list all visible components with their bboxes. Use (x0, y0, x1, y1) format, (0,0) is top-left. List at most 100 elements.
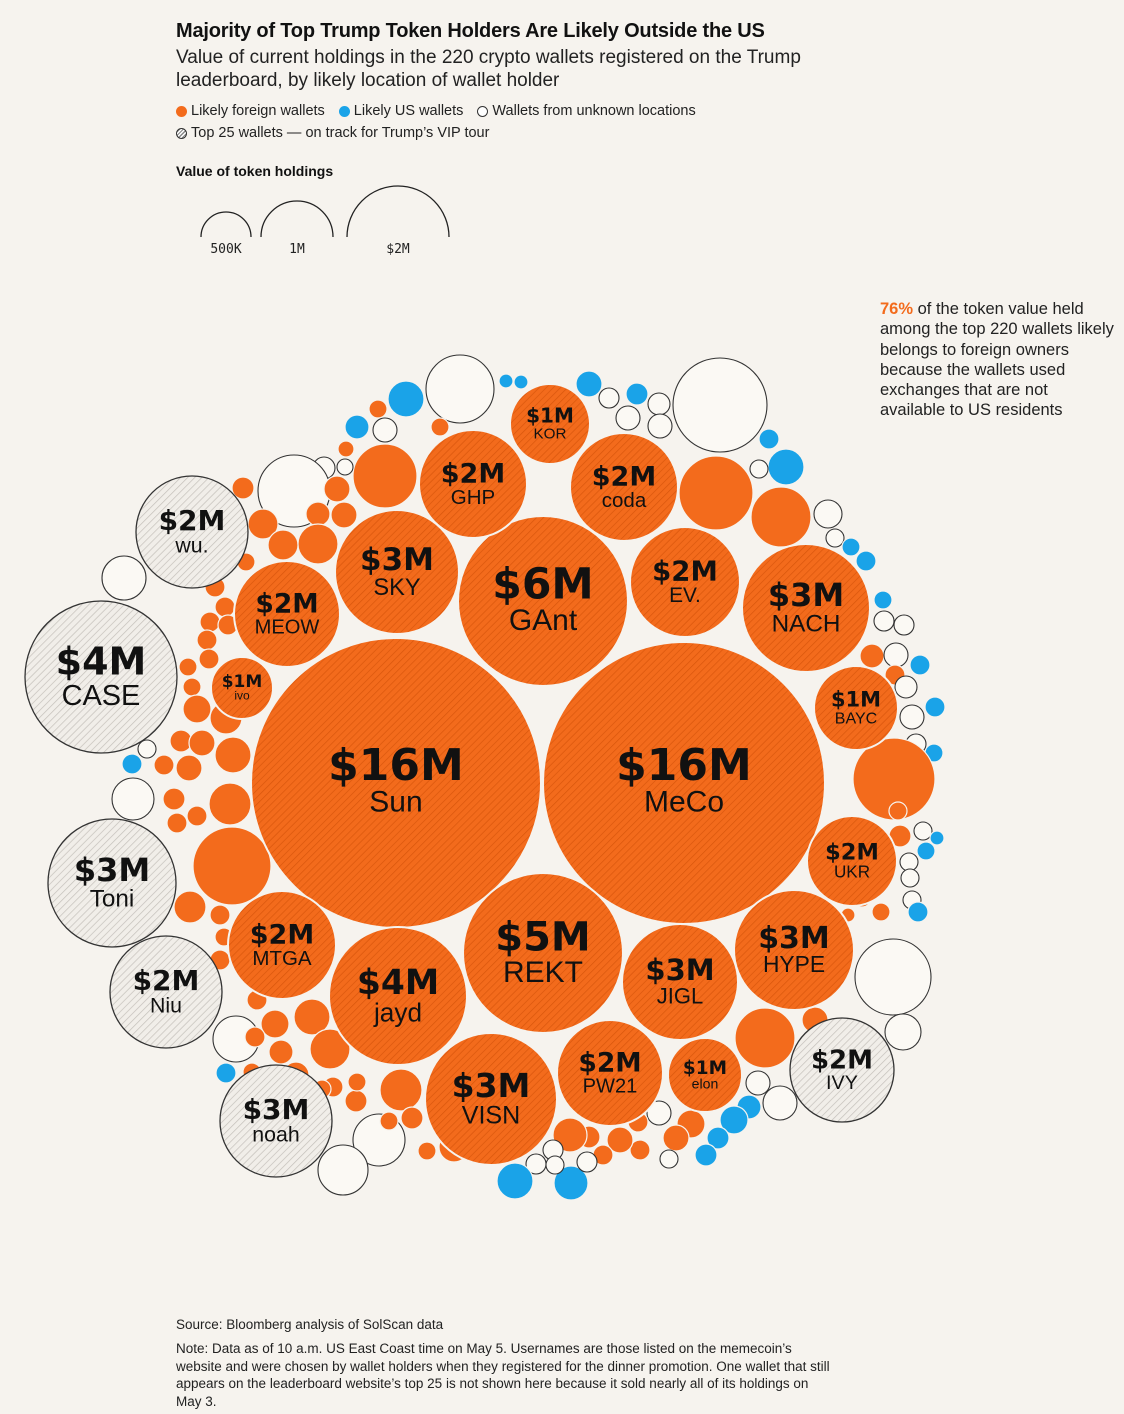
us-wallet-bubble (215, 1062, 237, 1084)
foreign-wallet-bubble (379, 1111, 399, 1131)
foreign-wallet-bubble (344, 1089, 368, 1113)
wallet-value-label: $3M (645, 953, 714, 987)
wallet-name-label: VISN (462, 1101, 521, 1129)
unknown-wallet-bubble (745, 1070, 771, 1096)
wallet-bubble-pw21 (556, 1019, 664, 1127)
wallet-value-label: $2M (159, 504, 226, 537)
wallet-value-label: $1M (222, 672, 263, 692)
us-wallet-bubble (498, 373, 514, 389)
wallet-bubble-wu (135, 475, 249, 589)
wallet-value-label: $2M (255, 588, 318, 619)
unknown-wallet-bubble (101, 555, 147, 601)
wallet-value-label: $4M (56, 640, 147, 684)
wallet-value-label: $3M (360, 542, 434, 578)
wallet-bubble-ev (629, 526, 741, 638)
size-legend-label: $2M (386, 242, 410, 257)
wallet-name-label: Niu (150, 994, 182, 1018)
legend-unknown-label: Wallets from unknown locations (492, 103, 696, 119)
us-wallet-bubble (553, 1165, 589, 1201)
wallet-value-label: $3M (768, 576, 844, 614)
foreign-wallet-bubble (208, 782, 252, 826)
foreign-wallet-bubble (323, 475, 351, 503)
us-wallet-bubble (873, 590, 893, 610)
unknown-wallet-bubble (913, 821, 933, 841)
wallet-value-label: $3M (74, 851, 150, 889)
foreign-wallet-bubble (209, 904, 231, 926)
size-legend-arc (346, 185, 450, 238)
foreign-wallet-bubble (297, 523, 339, 565)
wallet-bubble-ivy (789, 1017, 895, 1123)
size-legend: 500K 1M $2M (200, 185, 450, 257)
unknown-wallet-bubble (884, 1013, 922, 1051)
foreign-wallet-bubble (260, 1009, 290, 1039)
wallet-name-label: coda (602, 489, 647, 512)
foreign-wallet-bubble (888, 801, 908, 821)
us-wallet-bubble (344, 414, 370, 440)
us-wallet-bubble (855, 550, 877, 572)
foreign-wallet-bubble (662, 1124, 690, 1152)
foreign-wallet-bubble (153, 754, 175, 776)
wallet-value-label: $2M (133, 964, 200, 997)
size-legend-title: Value of token holdings (176, 163, 334, 179)
us-wallet-bubble (929, 830, 945, 846)
wallet-value-label: $2M (811, 1045, 873, 1075)
wallet-bubble-ivo (210, 656, 274, 720)
foreign-wallet-bubble (182, 677, 202, 697)
foreign-wallet-bubble (430, 417, 450, 437)
wallet-name-label: BAYC (835, 710, 877, 727)
foreign-wallet-bubble (750, 486, 812, 548)
annotation-text: of the token value held among the top 22… (880, 300, 1114, 420)
unknown-wallet-bubble (873, 610, 895, 632)
wallet-value-label: $1M (526, 404, 574, 428)
legend-foreign-label: Likely foreign wallets (191, 103, 325, 119)
foreign-wallet-bubble (186, 805, 208, 827)
wallet-name-label: noah (252, 1123, 299, 1147)
foreign-wallet-bubble (192, 826, 272, 906)
wallet-value-label: $3M (452, 1066, 531, 1105)
wallet-value-label: $2M (578, 1047, 641, 1078)
us-wallet-bubble (924, 696, 946, 718)
wallet-name-label: KOR (534, 426, 567, 443)
unknown-wallet-bubble (647, 413, 673, 439)
us-wallet-bubble (625, 382, 649, 406)
foreign-wallet-bubble (231, 476, 255, 500)
unknown-wallet-bubble (372, 417, 398, 443)
wallet-name-label: wu. (174, 534, 208, 558)
annotation-highlight: 76% (880, 300, 914, 318)
wallet-bubble-niu (109, 935, 223, 1049)
foreign-wallet-bubble (268, 1039, 294, 1065)
legend-top25: Top 25 wallets — on track for Trump’s VI… (176, 125, 489, 141)
unknown-wallet-bubble (336, 458, 354, 476)
wallet-value-label: $3M (243, 1093, 310, 1126)
wallet-bubble-nach (741, 543, 871, 673)
size-legend-label: 500K (210, 242, 241, 257)
wallet-bubble-ukr (806, 815, 898, 907)
foreign-wallet-bubble (852, 737, 936, 821)
wallet-bubble-bayc (813, 665, 899, 751)
foreign-dot-icon (176, 105, 187, 117)
legend-us-label: Likely US wallets (353, 103, 464, 119)
wallet-bubble-visn (424, 1032, 558, 1166)
wallet-bubble-meow (233, 560, 341, 668)
wallet-name-label: Toni (90, 886, 135, 913)
foreign-wallet-bubble (244, 1026, 266, 1048)
unknown-wallet-bubble (647, 392, 671, 416)
foreign-wallet-bubble (337, 440, 355, 458)
unknown-dot-icon (477, 105, 489, 117)
wallet-name-label: MEOW (255, 616, 320, 638)
wallet-value-label: $6M (492, 560, 593, 609)
foreign-wallet-bubble (417, 1141, 437, 1161)
wallet-name-label: SKY (373, 575, 420, 601)
us-wallet-bubble (496, 1162, 534, 1200)
foreign-wallet-bubble (196, 629, 218, 651)
us-wallet-bubble (387, 380, 425, 418)
legend-unknown: Wallets from unknown locations (477, 103, 696, 119)
chart-title: Majority of Top Trump Token Holders Are … (176, 20, 765, 42)
wallet-name-label: GHP (451, 486, 495, 509)
unknown-wallet-bubble (425, 354, 495, 424)
unknown-wallet-bubble (813, 499, 843, 529)
wallet-name-label: IVY (826, 1072, 858, 1094)
unknown-wallet-bubble (894, 675, 918, 699)
hatched-dot-icon (176, 127, 187, 139)
